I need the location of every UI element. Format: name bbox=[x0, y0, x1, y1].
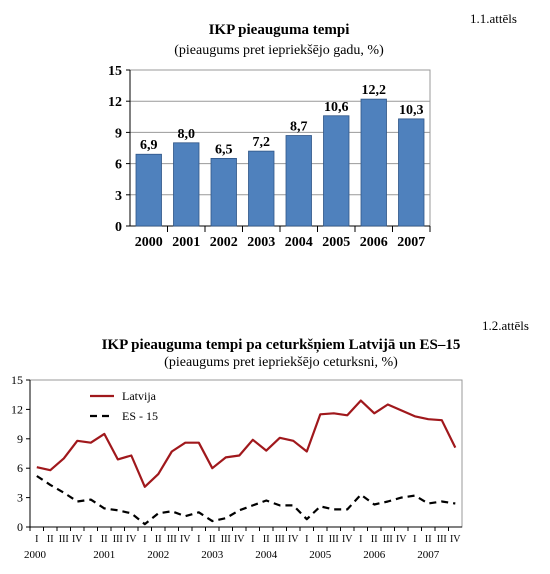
x-quarter-label: I bbox=[197, 534, 200, 545]
x-quarter-label: II bbox=[317, 534, 324, 545]
y-tick-label: 3 bbox=[17, 491, 23, 505]
x-quarter-label: II bbox=[263, 534, 270, 545]
y-tick-label: 9 bbox=[17, 432, 23, 446]
x-year-label: 2007 bbox=[417, 549, 440, 561]
x-year-label: 2000 bbox=[24, 549, 47, 561]
x-quarter-label: II bbox=[209, 534, 216, 545]
x-quarter-label: III bbox=[437, 534, 447, 545]
y-tick-label: 6 bbox=[17, 461, 23, 475]
y-tick-label: 15 bbox=[11, 373, 23, 387]
x-quarter-label: IV bbox=[234, 534, 245, 545]
x-year-label: 2002 bbox=[147, 549, 169, 561]
x-year-label: 2006 bbox=[363, 549, 386, 561]
x-quarter-label: II bbox=[155, 534, 162, 545]
x-year-label: 2004 bbox=[255, 549, 278, 561]
y-tick-label: 12 bbox=[11, 402, 23, 416]
x-quarter-label: I bbox=[413, 534, 416, 545]
x-year-label: 2005 bbox=[309, 549, 332, 561]
x-quarter-label: II bbox=[101, 534, 108, 545]
y-tick-label: 0 bbox=[17, 520, 23, 534]
series-line-latvija bbox=[37, 401, 456, 487]
series-line-es15 bbox=[37, 476, 456, 524]
x-quarter-label: I bbox=[305, 534, 308, 545]
x-quarter-label: IV bbox=[288, 534, 299, 545]
x-quarter-label: I bbox=[251, 534, 254, 545]
x-quarter-label: III bbox=[221, 534, 231, 545]
x-quarter-label: IV bbox=[450, 534, 461, 545]
legend-label: Latvija bbox=[122, 389, 157, 403]
x-quarter-label: IV bbox=[342, 534, 353, 545]
x-year-label: 2003 bbox=[201, 549, 224, 561]
x-quarter-label: I bbox=[35, 534, 38, 545]
legend-label: ES - 15 bbox=[122, 409, 158, 423]
x-quarter-label: IV bbox=[72, 534, 83, 545]
x-quarter-label: II bbox=[47, 534, 54, 545]
x-quarter-label: III bbox=[59, 534, 69, 545]
x-year-label: 2001 bbox=[93, 549, 115, 561]
x-quarter-label: III bbox=[329, 534, 339, 545]
x-quarter-label: II bbox=[371, 534, 378, 545]
x-quarter-label: I bbox=[143, 534, 146, 545]
x-quarter-label: III bbox=[167, 534, 177, 545]
plot-area-border bbox=[30, 380, 462, 527]
x-quarter-label: IV bbox=[396, 534, 407, 545]
x-quarter-label: II bbox=[425, 534, 432, 545]
x-quarter-label: III bbox=[383, 534, 393, 545]
x-quarter-label: IV bbox=[180, 534, 191, 545]
x-quarter-label: IV bbox=[126, 534, 137, 545]
x-quarter-label: III bbox=[275, 534, 285, 545]
x-quarter-label: I bbox=[89, 534, 92, 545]
x-quarter-label: III bbox=[113, 534, 123, 545]
x-quarter-label: I bbox=[359, 534, 362, 545]
